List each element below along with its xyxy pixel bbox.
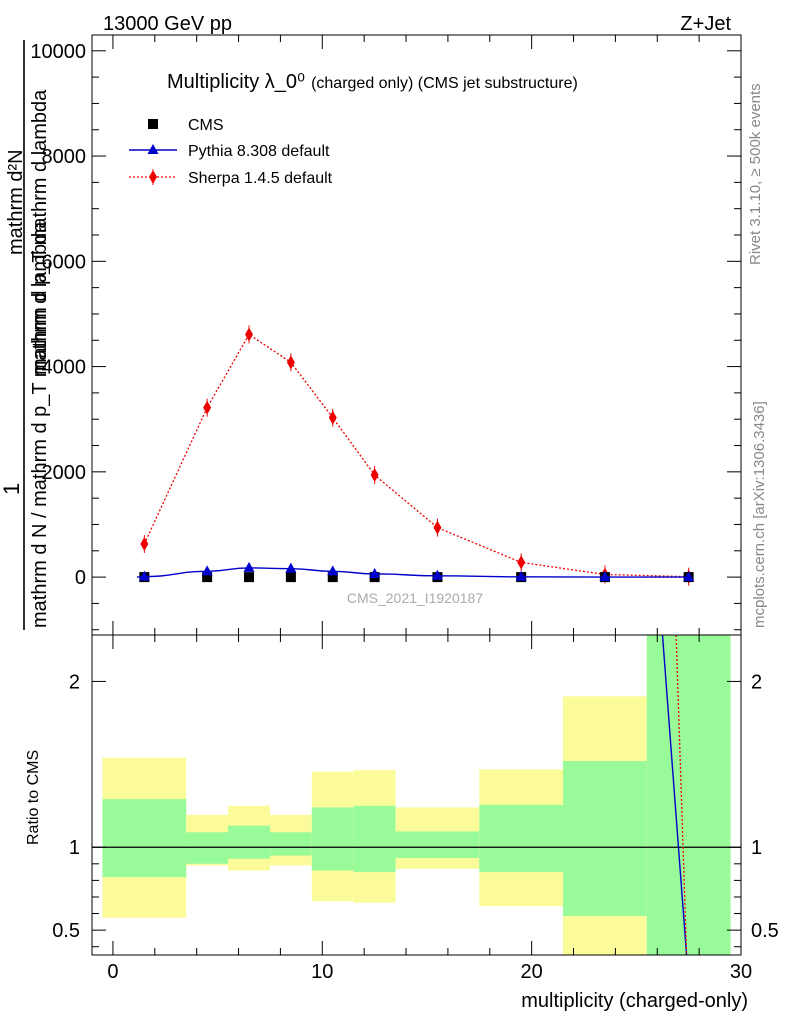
pythia-point [201,565,213,576]
sherpa-point [328,410,337,425]
pythia-line [136,567,689,578]
ratio-ytick-label: 0.5 [52,920,80,942]
ratio-band-inner [269,832,312,856]
ratio-band-inner [353,805,396,873]
sherpa-point [203,400,212,415]
ratio-band-inner [102,799,187,878]
ylabel-numerator-top: mathrm d²N [5,149,27,255]
ratio-xtick-label: 20 [521,961,543,983]
sherpa-line [143,333,689,578]
legend-cms-marker [148,119,158,129]
main-series [136,325,695,586]
ylabel-denominator: mathrm d N / mathrm d p_T mathrm d lambd… [29,221,51,628]
ratio-band-inner [395,831,480,859]
ratio-xtick-label: 30 [730,961,752,983]
pythia-point [369,567,381,578]
ratio-panel: 0.5 0.51 12 20 10 20 30 Ratio to CMS multiplic… [25,634,779,1012]
ratio-sherpa-line [675,634,688,956]
ratio-xtick-label: 0 [107,961,118,983]
cms-point [285,572,296,583]
ratio-band-inner [311,807,354,871]
main-title: Multiplicity λ_0⁰ (charged only) (CMS jet… [167,71,578,93]
pythia-point [431,569,443,580]
energy-label: 13000 GeV pp [103,13,232,35]
cms-point [244,572,255,583]
pythia-point [138,570,150,581]
legend: CMS Pythia 8.308 default Sherpa 1.4.5 defa… [129,117,333,187]
sherpa-point [140,536,149,551]
pythia-point [285,562,297,573]
main-ytick-label: 4000 [42,357,87,379]
pythia-point [683,571,695,582]
legend-label: CMS [188,117,224,134]
ratio-frame [91,634,742,956]
ratio-series [92,634,741,956]
sherpa-point [370,468,379,482]
legend-pythia-marker [147,144,159,154]
ratio-band-inner [186,832,229,864]
sherpa-point [286,355,295,370]
ratio-band-inner [479,804,564,873]
pythia-point [327,565,339,576]
rivet-label: Rivet 3.1.10, ≥ 500k events [747,83,764,265]
sherpa-point [245,327,254,342]
pythia-point [599,571,611,582]
legend-label: Sherpa 1.4.5 default [188,170,333,187]
ratio-ticks: 0.5 0.51 12 20 10 20 30 [52,635,779,983]
main-panel: 0 2000 4000 6000 8000 10000 Multiplicity λ_0⁰… [30,34,742,636]
ratio-ytick-label: 1 [69,837,80,859]
ylabel-fraction-one: 1 [0,483,24,495]
ratio-ytick-label-right: 0.5 [751,920,779,942]
main-ytick-label: 2000 [42,462,87,484]
mcplots-label: mcplots.cern.ch [arXiv:1306.3436] [751,401,768,628]
ratio-bands [102,635,731,955]
main-ytick-label: 6000 [42,251,87,273]
ratio-ytick-label-right: 2 [751,671,762,693]
cms-point [202,572,213,583]
ylabel-numerator-bottom: mathrm d p_T mathrm d lambda [29,89,51,375]
main-ytick-label: 8000 [42,146,87,168]
ratio-ytick-label: 2 [69,671,80,693]
ratio-band-inner [228,825,270,859]
pythia-point [243,561,255,572]
ratio-band-inner [646,635,731,955]
ratio-band-inner [563,761,647,917]
x-axis-label: multiplicity (charged-only) [521,990,748,1012]
sherpa-point [517,555,526,570]
main-ytick-label: 10000 [30,41,86,63]
ratio-xtick-label: 10 [311,961,333,983]
cms-point [327,572,338,583]
sherpa-point [433,520,442,535]
process-label: Z+Jet [680,13,731,35]
pythia-point [515,570,527,581]
ratio-pythia-line [661,634,688,956]
main-ytick-label: 0 [75,567,86,589]
legend-sherpa-marker [149,170,157,184]
legend-label: Pythia 8.308 default [188,143,330,160]
ratio-ytick-label-right: 1 [751,837,762,859]
ratio-ylabel: Ratio to CMS [25,750,42,845]
main-ticks: 0 2000 4000 6000 8000 10000 [30,35,742,635]
watermark: CMS_2021_I1920187 [347,590,483,606]
